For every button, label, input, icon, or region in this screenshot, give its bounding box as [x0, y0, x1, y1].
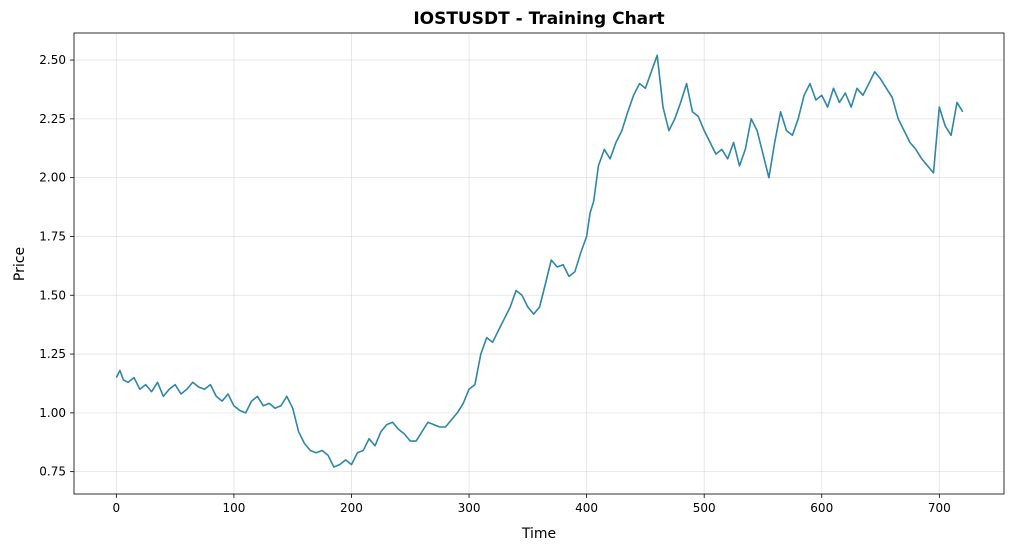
x-tick-label: 400	[575, 501, 598, 515]
x-tick-label: 500	[693, 501, 716, 515]
grid-lines	[74, 33, 1004, 494]
x-tick-label: 100	[222, 501, 245, 515]
x-axis-ticks: 0 100 200 300 400 500 600 700	[113, 494, 951, 515]
price-series-line	[115, 54, 964, 468]
y-tick-label: 1.50	[39, 288, 66, 302]
y-tick-label: 2.00	[39, 171, 66, 185]
y-tick-label: 2.25	[39, 112, 66, 126]
y-tick-label: 2.50	[39, 53, 66, 67]
x-axis-label: Time	[521, 526, 556, 542]
x-tick-label: 600	[810, 501, 833, 515]
plot-frame	[73, 32, 1005, 495]
price-series	[115, 54, 964, 468]
y-tick-label: 1.75	[39, 229, 66, 243]
y-tick-label: 1.25	[39, 347, 66, 361]
x-tick-label: 200	[340, 501, 363, 515]
y-tick-label: 1.00	[39, 406, 66, 420]
y-axis-ticks: 0.75 1.00 1.25 1.50 1.75 2.00 2.25 2.50	[39, 53, 74, 479]
y-tick-label: 0.75	[39, 465, 66, 479]
chart-title: IOSTUSDT - Training Chart	[413, 9, 664, 29]
y-axis-label: Price	[12, 247, 28, 281]
x-tick-label: 0	[113, 501, 121, 515]
x-tick-label: 700	[928, 501, 951, 515]
x-tick-label: 300	[458, 501, 481, 515]
